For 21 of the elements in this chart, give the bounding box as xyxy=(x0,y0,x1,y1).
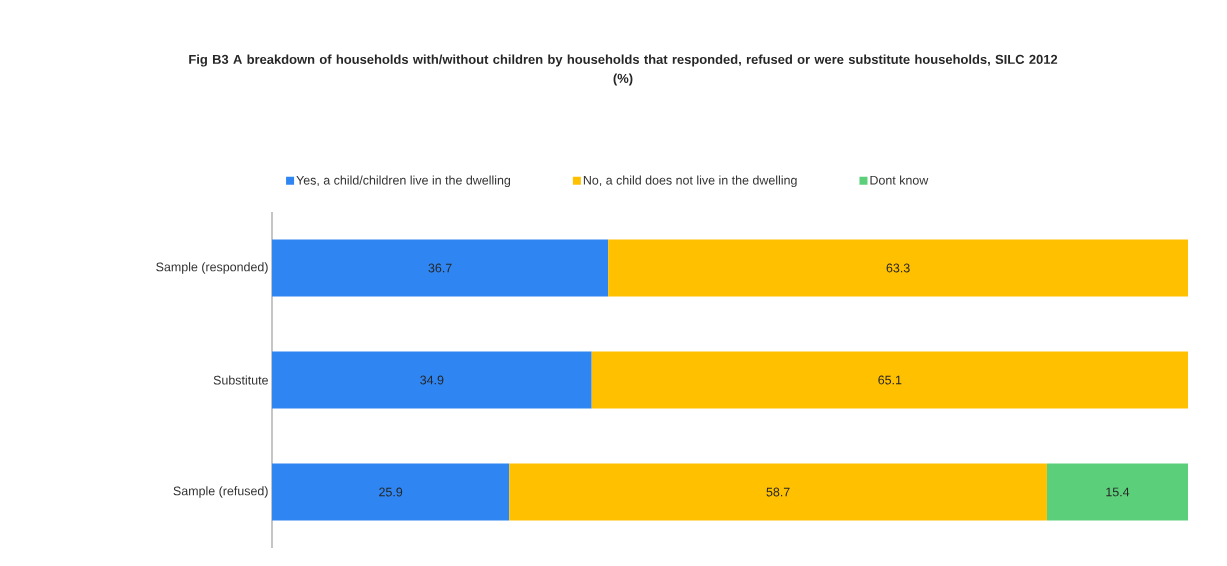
data-label: 36.7 xyxy=(428,263,452,273)
bar xyxy=(1046,463,1189,521)
bar xyxy=(272,239,609,297)
y-tick-label: Sample (refused) xyxy=(173,486,268,498)
legend-label: Yes, a child/children live in the dwelling xyxy=(296,175,511,188)
bar xyxy=(591,351,1189,409)
bar xyxy=(272,351,592,409)
bar xyxy=(608,239,1189,297)
y-tick-label: Sample (responded) xyxy=(156,262,268,274)
legend-label: Dont know xyxy=(870,175,929,185)
y-tick-label: Substitute xyxy=(213,375,268,385)
legend-label: No, a child does not live in the dwelling xyxy=(583,175,797,188)
data-label: 34.9 xyxy=(420,375,444,385)
bar xyxy=(509,463,1047,521)
data-label: 15.4 xyxy=(1106,487,1130,497)
data-label: 58.7 xyxy=(766,487,790,497)
data-label: 63.3 xyxy=(886,263,910,273)
chart-title: Fig B3 A breakdown of households with/without children by households that responded, refused or were substitute households, SILC 2012 (%) xyxy=(189,54,1058,86)
data-label: 25.9 xyxy=(379,487,403,497)
bar xyxy=(272,463,510,521)
data-label: 65.1 xyxy=(878,375,902,385)
